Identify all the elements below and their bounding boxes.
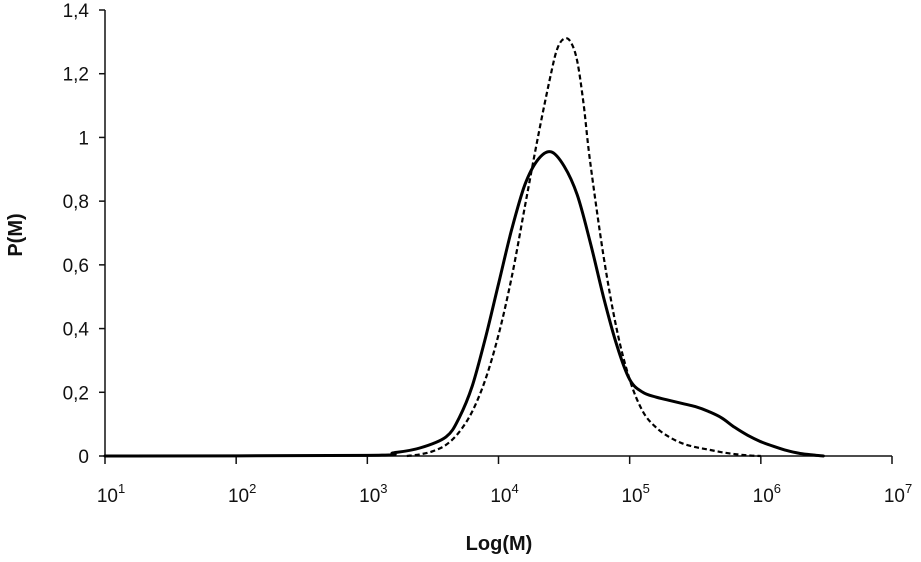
x-tick-label: 105	[621, 481, 649, 507]
y-tick-label: 1,4	[63, 1, 90, 22]
x-tick-label: 102	[228, 481, 256, 507]
x-tick-label: 101	[97, 481, 125, 507]
x-tick-label: 103	[359, 481, 387, 507]
y-tick-label: 1	[78, 128, 89, 149]
series-layer	[103, 37, 825, 458]
series-line-solid	[103, 150, 825, 458]
y-tick-label: 0,4	[63, 320, 90, 341]
x-axis-title: Log(M)	[466, 533, 533, 555]
y-axis-title: P(M)	[5, 213, 27, 256]
x-tick-label: 106	[753, 481, 781, 507]
y-tick-label: 0,6	[63, 256, 89, 277]
y-tick-label: 0	[78, 447, 89, 468]
y-tick-label: 0,2	[63, 383, 89, 404]
x-tick-label: 107	[884, 481, 912, 507]
y-axis-ticks: 0 0,2 0,4 0,6 0,8 1 1,2 1,4	[63, 1, 105, 468]
x-axis-ticks: 101 102 103 104 105 106 107	[97, 456, 912, 507]
y-tick-label: 0,8	[63, 192, 89, 213]
y-tick-label: 1,2	[63, 65, 89, 86]
series-line-dotted	[406, 37, 761, 458]
x-tick-label: 104	[490, 481, 518, 507]
